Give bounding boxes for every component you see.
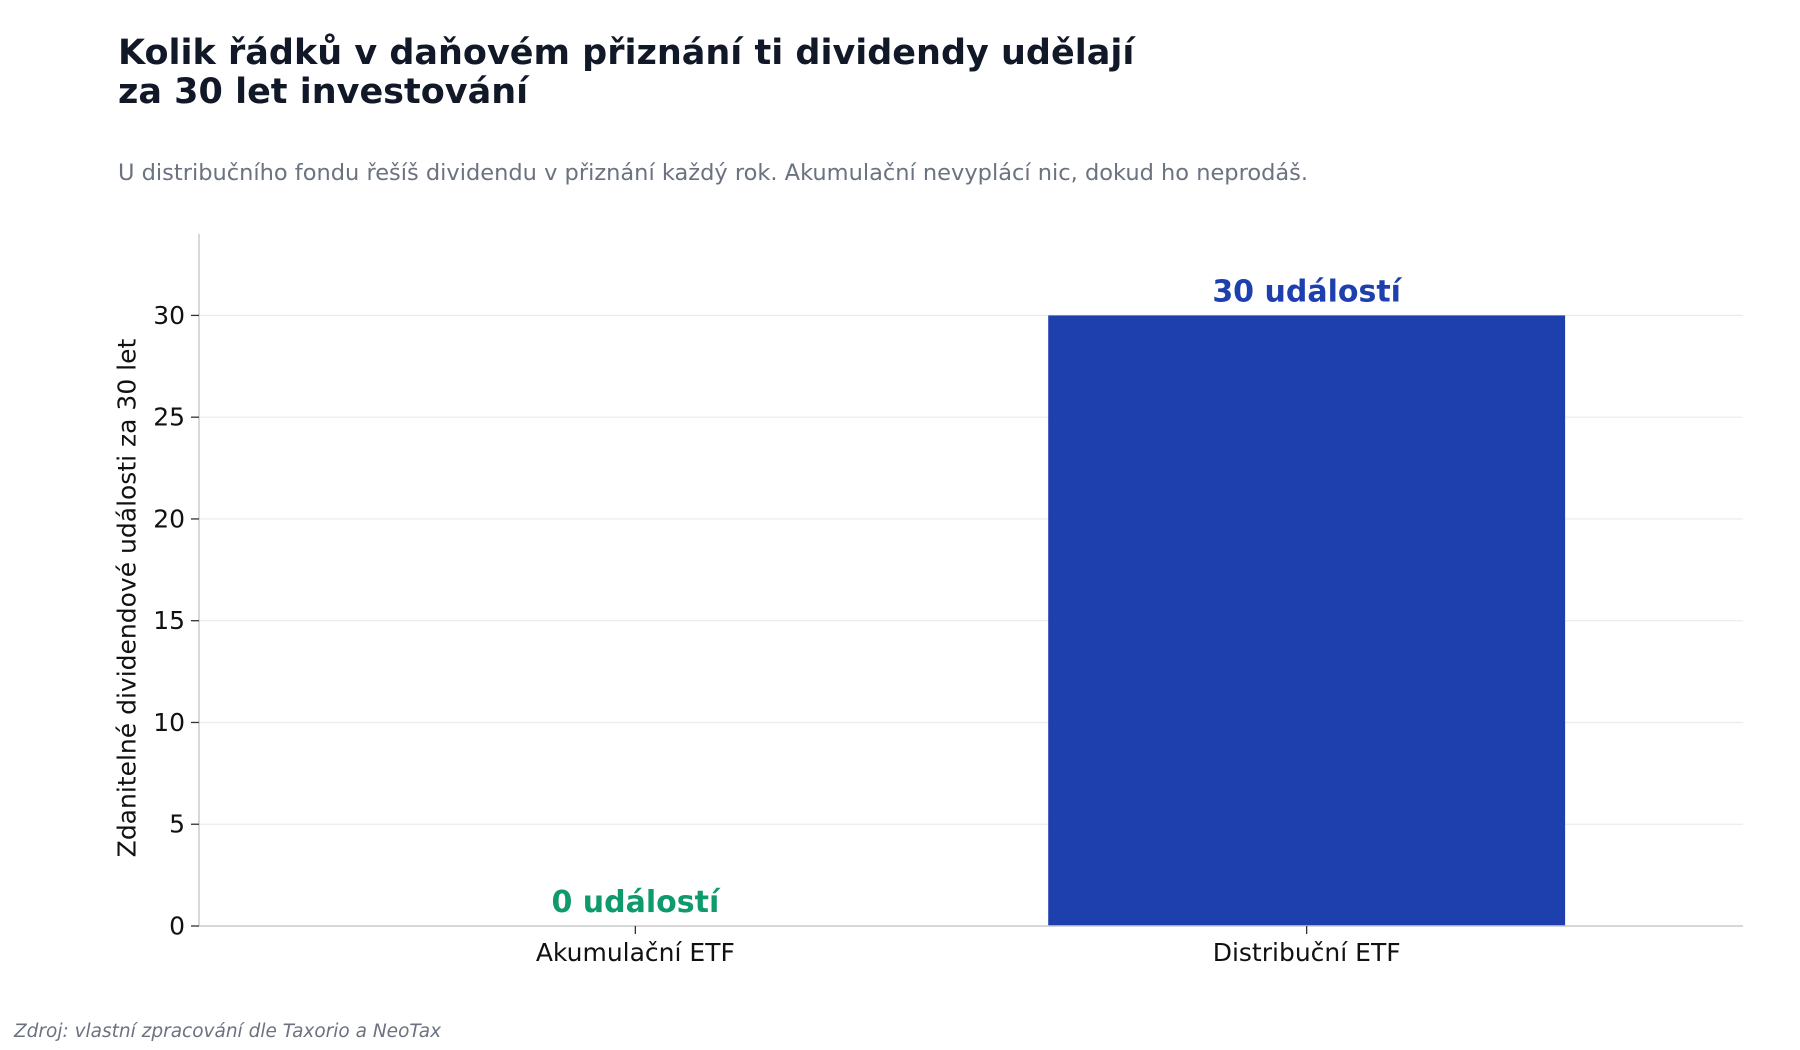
y-tick-label-25: 25 [153, 403, 185, 432]
chart-title-line-1: Kolik řádků v daňovém přiznání ti divide… [118, 33, 1135, 73]
y-tick-label-15: 15 [153, 606, 185, 635]
y-tick-label-5: 5 [169, 810, 185, 839]
bar-2 [1048, 315, 1566, 927]
x-tick-label-2: Distribuční ETF [1213, 938, 1401, 967]
y-tick-label-10: 10 [153, 708, 185, 737]
data-label-2: 30 událostí [1212, 274, 1402, 309]
y-axis-label: Zdanitelné dividendové události za 30 le… [113, 338, 142, 857]
chart-title-line-2: za 30 let investování [118, 72, 529, 112]
chart-title: Kolik řádků v daňovém přiznání ti divide… [118, 34, 1418, 112]
x-tick-label-1: Akumulační ETF [536, 938, 735, 967]
y-tick-label-0: 0 [169, 912, 185, 941]
y-tick-label-30: 30 [153, 301, 185, 330]
data-label-1: 0 událostí [551, 885, 720, 920]
y-tick-label-20: 20 [153, 504, 185, 533]
chart-subtitle: U distribučního fondu řešíš dividendu v … [118, 160, 1309, 186]
source-note: Zdroj: vlastní zpracování dle Taxorio a … [14, 1021, 442, 1042]
